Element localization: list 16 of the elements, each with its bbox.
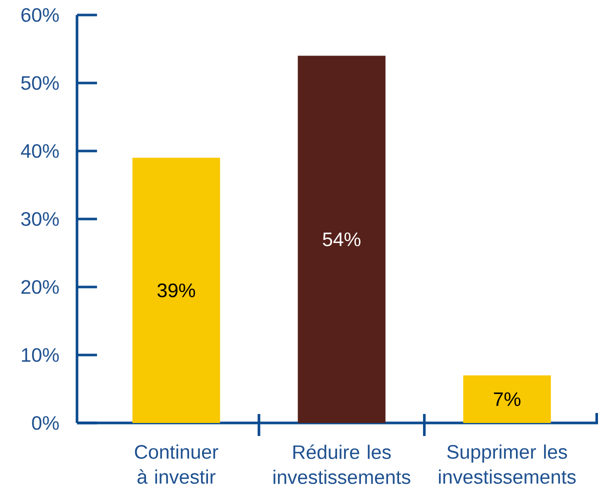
data-label: 7% xyxy=(494,392,520,406)
x-tick-label: Continuer à investir xyxy=(134,444,218,484)
data-label: 39% xyxy=(157,283,196,298)
y-tick-label: 0% xyxy=(32,416,59,430)
y-tick-label: 50% xyxy=(21,76,59,90)
bar xyxy=(298,56,386,423)
bar xyxy=(132,158,220,423)
x-tick-label: Réduire les investissements xyxy=(274,444,410,484)
y-tick-label: 10% xyxy=(22,348,59,362)
y-tick-label: 20% xyxy=(21,280,59,294)
y-tick-label: 40% xyxy=(20,144,59,158)
y-tick-label: 60% xyxy=(21,8,59,22)
x-tick-label: Supprimer les investissements xyxy=(438,444,576,484)
bar xyxy=(463,375,551,423)
y-tick-label: 30% xyxy=(21,212,59,226)
data-label: 54% xyxy=(322,232,360,246)
